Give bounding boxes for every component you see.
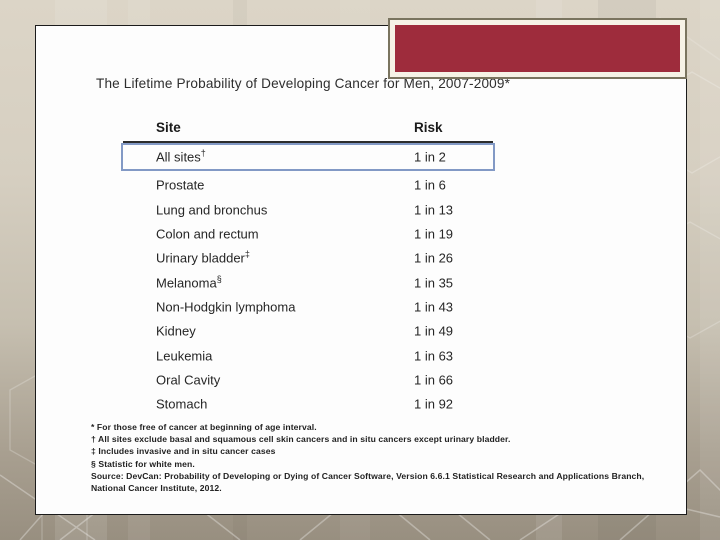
table-row: Leukemia 1 in 63 (123, 343, 493, 367)
accent-banner-fill (395, 25, 680, 72)
footnote: * For those free of cancer at beginning … (91, 422, 317, 432)
site-label: Prostate (156, 177, 205, 193)
site-label: Non-Hodgkin lymphoma (156, 299, 296, 315)
risk-cell: 1 in 66 (414, 372, 454, 388)
site-cell: Leukemia (156, 348, 212, 363)
footnote-marker: ‡ (244, 249, 250, 260)
table-row: Non-Hodgkin lymphoma 1 in 43 (123, 295, 493, 319)
site-cell: Stomach (156, 397, 207, 412)
table-row: Colon and rectum 1 in 19 (123, 222, 493, 246)
site-label: All sites (156, 149, 201, 165)
risk-cell: 1 in 92 (414, 396, 454, 412)
table-row: Lung and bronchus 1 in 13 (123, 198, 493, 222)
site-label: Colon and rectum (156, 226, 259, 242)
table-row: Oral Cavity 1 in 66 (123, 368, 493, 392)
risk-cell: 1 in 19 (414, 226, 454, 242)
footnote-marker: † (200, 148, 206, 159)
site-cell: Kidney (156, 324, 196, 339)
risk-cell: 1 in 63 (414, 348, 454, 364)
site-cell: Oral Cavity (156, 372, 220, 387)
site-label: Lung and bronchus (156, 202, 268, 218)
footnotes-block: * For those free of cancer at beginning … (91, 421, 647, 494)
risk-cell: 1 in 35 (414, 275, 454, 291)
footnote: ‡ Includes invasive and in situ cancer c… (91, 446, 276, 457)
cancer-risk-table: Site Risk All sites† 1 in 2 Prostate 1 in 6… (121, 120, 495, 416)
site-cell: Prostate (156, 178, 204, 193)
site-cell: Urinary bladder‡ (156, 249, 250, 266)
site-cell: All sites† (156, 148, 206, 165)
table-row: Melanoma§ 1 in 35 (123, 270, 493, 294)
site-label: Oral Cavity (156, 372, 221, 388)
table-row: Urinary bladder‡ 1 in 26 (123, 246, 493, 270)
site-cell: Melanoma§ (156, 273, 222, 291)
site-cell: Colon and rectum (156, 227, 259, 242)
table-header-row: Site Risk (123, 120, 493, 143)
table-row-highlighted: All sites† 1 in 2 (121, 142, 495, 172)
risk-cell: 1 in 49 (414, 323, 454, 339)
site-label: Melanoma (156, 275, 217, 291)
risk-cell: 1 in 2 (414, 149, 446, 165)
site-label: Stomach (156, 396, 208, 412)
site-cell: Non-Hodgkin lymphoma (156, 299, 295, 314)
risk-cell: 1 in 43 (414, 299, 454, 315)
footnote: † All sites exclude basal and squamous c… (91, 434, 511, 445)
risk-cell: 1 in 26 (414, 250, 454, 266)
table-row: Stomach 1 in 92 (123, 392, 493, 416)
site-label: Kidney (156, 323, 196, 339)
footnote-marker: § (216, 273, 222, 284)
slide-title: The Lifetime Probability of Developing C… (96, 76, 511, 91)
table-row: Prostate 1 in 6 (123, 173, 493, 197)
table-row: Kidney 1 in 49 (123, 319, 493, 343)
table-body: All sites† 1 in 2 Prostate 1 in 6 Lung and b… (121, 142, 495, 416)
site-label: Urinary bladder (156, 250, 245, 266)
site-column-header: Site (156, 120, 181, 135)
site-label: Leukemia (156, 348, 213, 364)
footnote: § Statistic for white men. (91, 458, 195, 469)
slide-canvas: The Lifetime Probability of Developing C… (35, 18, 687, 515)
slide-accent-banner (388, 18, 687, 79)
site-cell: Lung and bronchus (156, 202, 267, 217)
risk-column-header: Risk (414, 120, 443, 135)
risk-cell: 1 in 13 (414, 202, 454, 218)
footnote: Source: DevCan: Probability of Developin… (91, 470, 645, 494)
risk-cell: 1 in 6 (414, 177, 446, 193)
